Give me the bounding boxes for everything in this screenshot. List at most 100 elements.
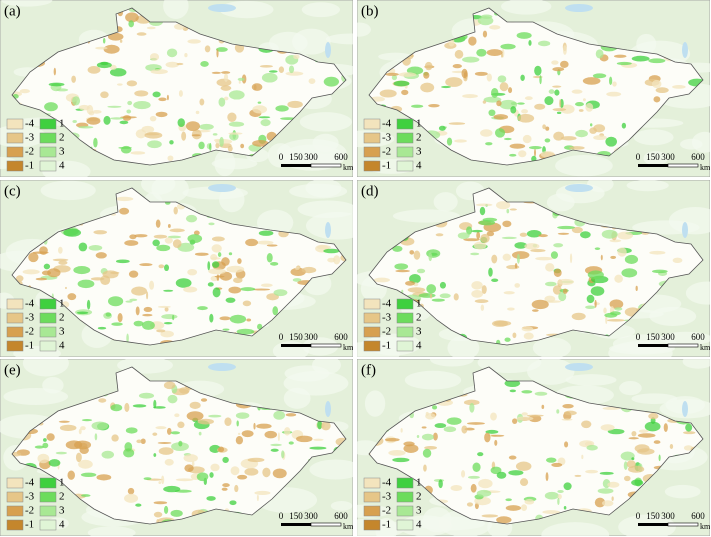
scale-label: 600 [691,152,705,162]
patch [251,83,263,91]
patch [169,140,174,145]
patch [163,289,174,292]
scale-label: 150 [289,332,303,342]
patch [585,469,599,474]
patch [548,89,555,94]
scale-bar [310,163,342,168]
patch [169,228,185,233]
panel-label: (c) [4,183,21,199]
terrain [325,33,353,45]
patch [575,102,584,107]
scale-label: 600 [334,152,348,162]
patch [237,77,245,81]
terrain [668,206,710,235]
scale-unit: km [700,163,710,172]
patch [128,270,139,278]
terrain [357,22,371,37]
patch [477,452,484,457]
patch [223,73,229,82]
legend-label: 3 [416,146,422,158]
patch [97,326,107,330]
patch [124,493,139,503]
lake [682,222,688,238]
patch [476,489,492,497]
patch [270,443,282,447]
patch [235,412,250,419]
patch [544,281,557,287]
patch [484,432,491,443]
patch [225,297,236,303]
patch [538,234,548,238]
patch [252,105,268,114]
patch [416,435,420,439]
lake [682,42,688,58]
patch [218,446,225,453]
scale-label: 300 [661,511,675,521]
patch [164,458,174,466]
patch [67,293,77,301]
scale-bar [667,343,699,348]
patch [491,278,499,283]
patch [288,441,294,445]
patch [131,286,148,296]
patch [153,453,157,457]
patch [544,138,551,143]
patch [88,245,103,251]
patch [512,332,517,339]
legend-swatch [396,118,414,130]
patch [502,220,512,228]
legend-swatch [396,326,414,338]
patch [477,16,494,26]
legend-label: 4 [59,519,65,531]
patch [185,214,198,223]
patch [628,437,639,440]
patch [545,126,550,131]
patch [191,134,201,137]
patch [111,434,119,442]
patch [492,320,508,327]
patch [259,64,274,68]
patch [490,412,497,421]
terrain [276,138,347,167]
patch [125,12,139,23]
patch [257,101,262,104]
patch [562,288,568,294]
patch [285,413,297,417]
patch [585,102,594,112]
patch [157,305,171,308]
patch [589,123,593,127]
patch [391,74,398,81]
patch [475,203,493,207]
terrain [40,180,96,201]
patch [486,231,495,237]
patch [78,459,93,469]
scale-label: 600 [691,332,705,342]
patch [560,104,575,114]
patch [500,43,516,50]
patch [91,109,102,114]
patch [72,96,81,106]
patch [648,58,666,64]
patch [167,155,174,162]
patch [80,472,97,478]
patch [467,475,480,479]
patch [488,109,496,117]
legend-label: -2 [25,505,34,517]
patch [260,283,273,288]
scale-label: 300 [661,332,675,342]
patch [185,121,200,132]
patch [127,100,133,106]
patch [144,131,163,139]
terrain [305,180,342,198]
patch [516,32,532,39]
terrain [477,359,542,373]
patch [544,96,554,106]
patch [581,454,584,460]
patch [222,328,230,331]
patch [196,472,209,482]
legend-label: 2 [416,491,422,503]
patch [100,61,109,66]
terrain [214,150,236,177]
scale-bar [281,523,311,526]
